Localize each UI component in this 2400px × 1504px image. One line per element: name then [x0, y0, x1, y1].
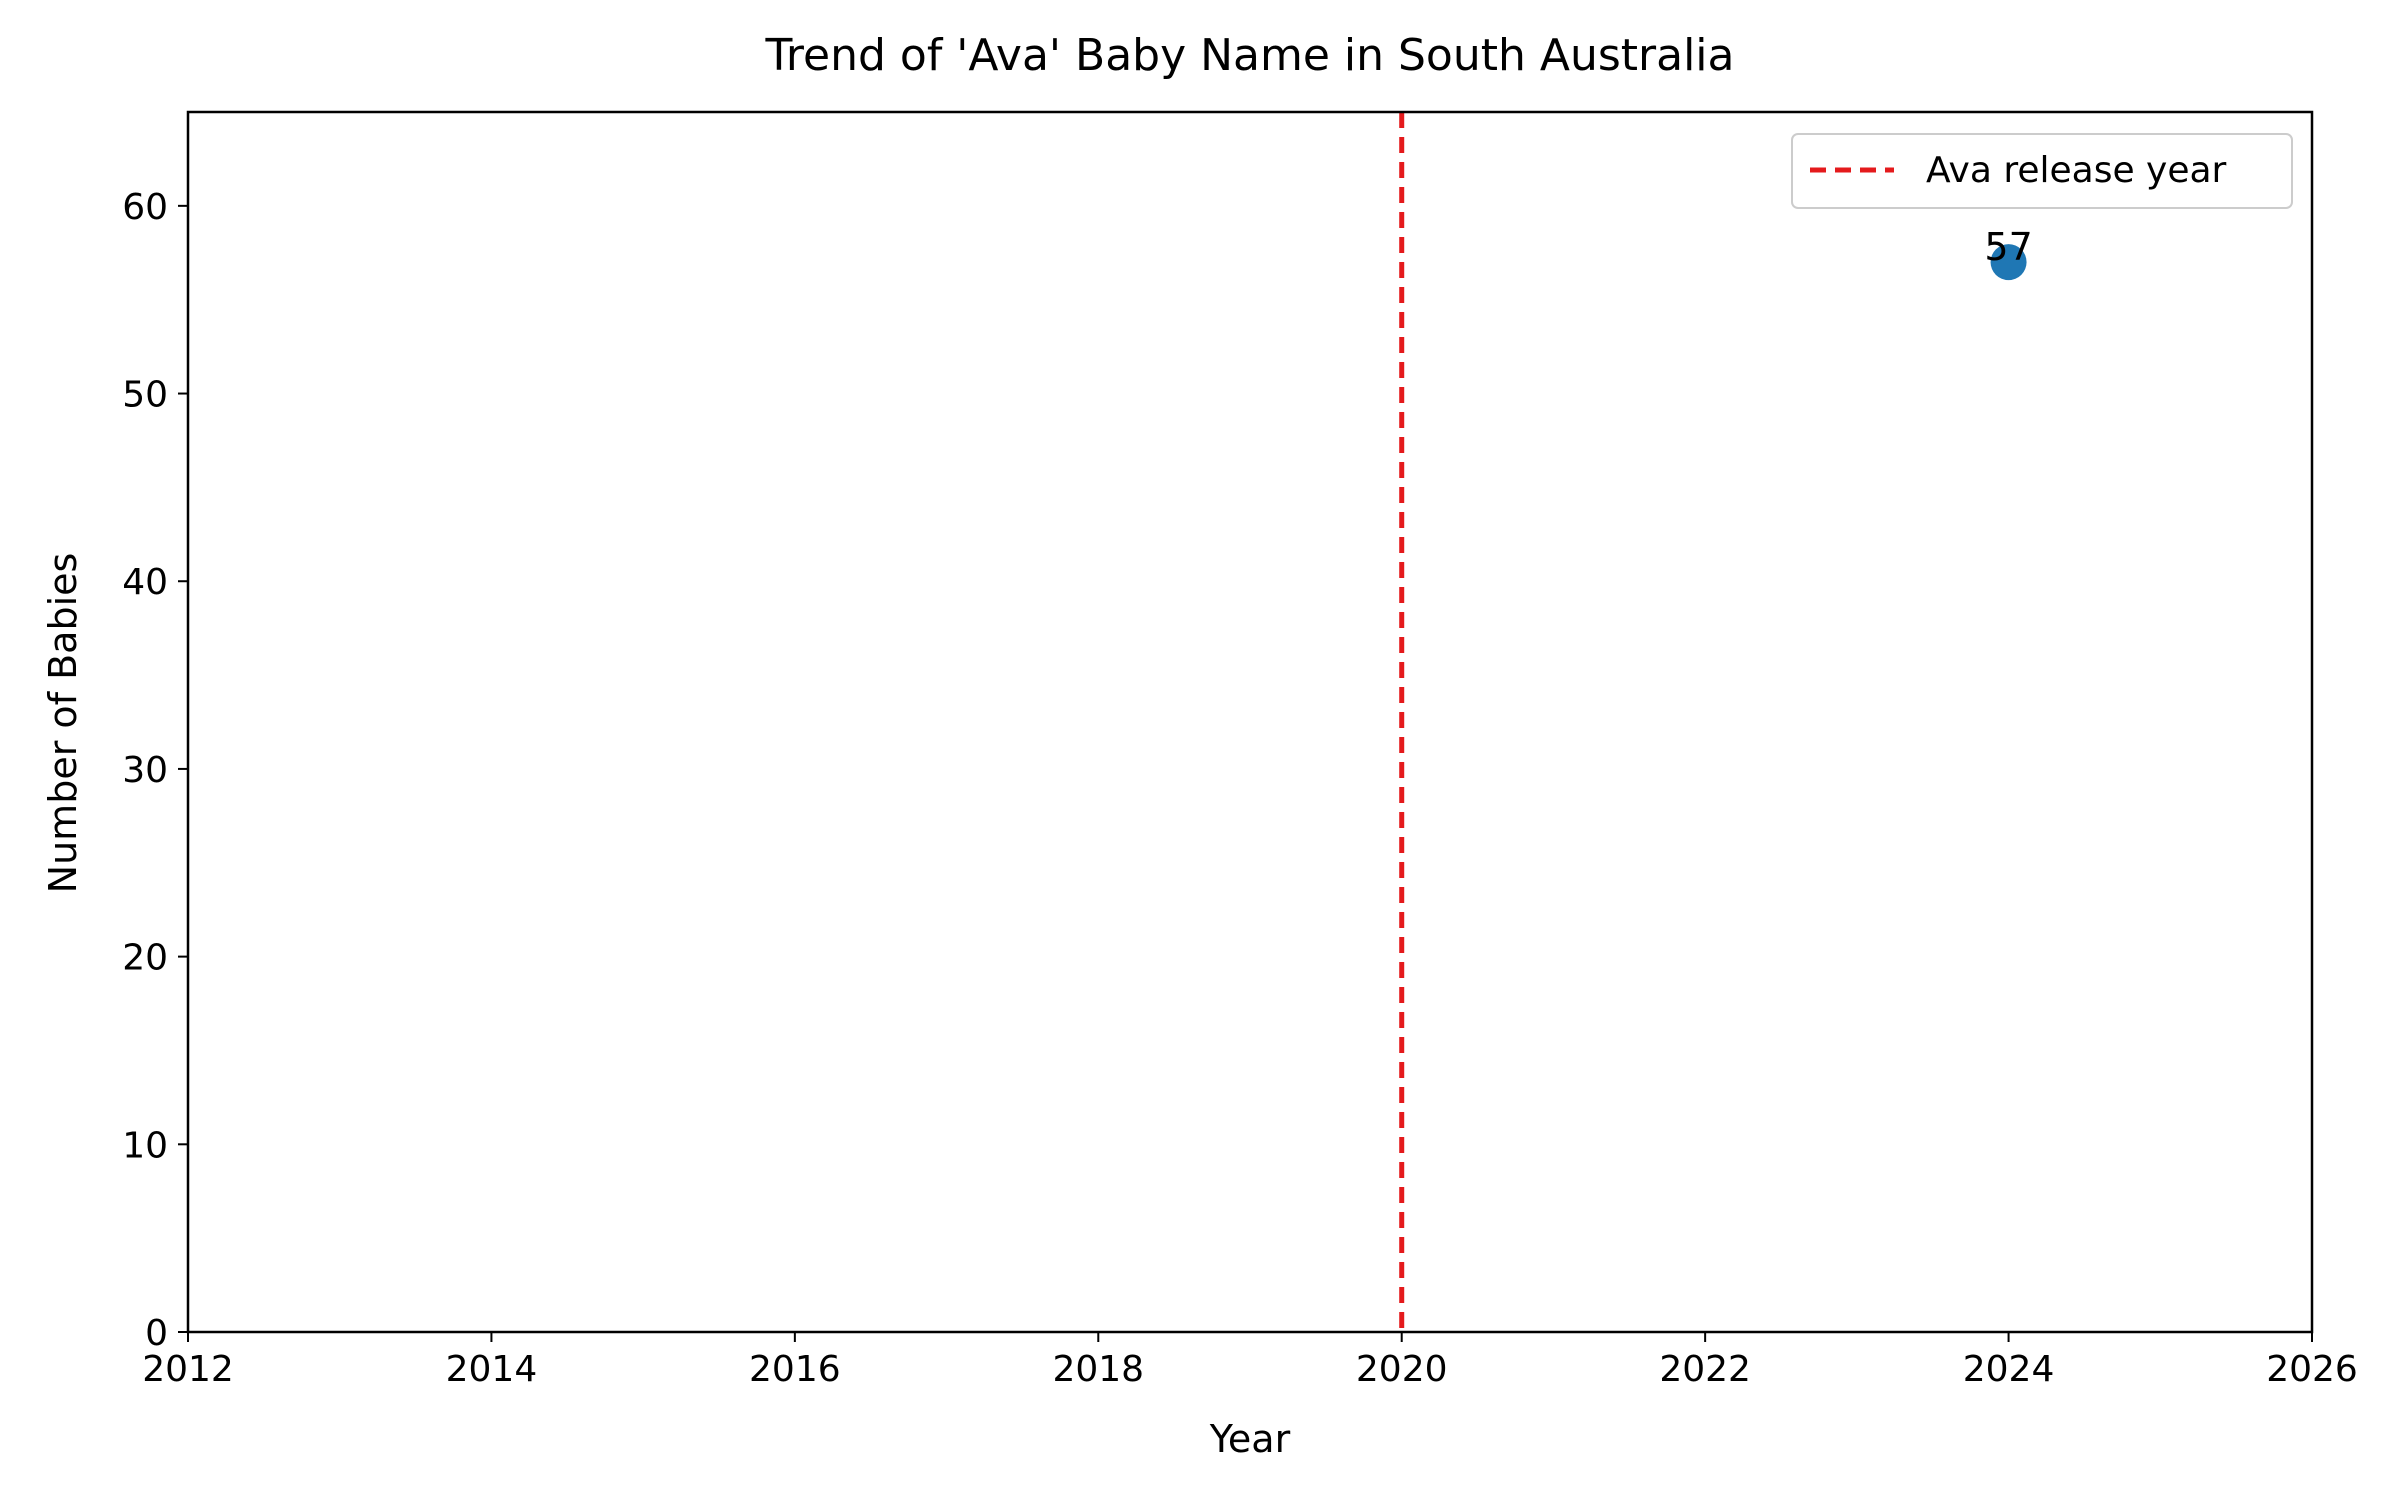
- legend: Ava release year: [1791, 133, 2293, 209]
- x-tick-label: 2016: [749, 1349, 841, 1390]
- x-tick-label: 2018: [1052, 1349, 1144, 1390]
- y-tick-label: 50: [122, 375, 168, 416]
- x-tick-label: 2020: [1356, 1349, 1448, 1390]
- y-axis-label: Number of Babies: [41, 553, 85, 894]
- x-tick-label: 2026: [2266, 1349, 2358, 1390]
- x-axis-label: Year: [1209, 1417, 1291, 1461]
- x-tick-label: 2024: [1963, 1349, 2055, 1390]
- y-tick-label: 10: [122, 1125, 168, 1166]
- y-tick-label: 20: [122, 938, 168, 979]
- plot-frame: [186, 110, 2314, 1334]
- data-points: 57: [1984, 225, 2033, 281]
- legend-box: [1791, 133, 2293, 209]
- y-tick-label: 40: [122, 562, 168, 603]
- y-tick-label: 0: [145, 1313, 168, 1354]
- y-tick-label: 30: [122, 750, 168, 791]
- data-point: [1990, 244, 2027, 281]
- data-point-label: 57: [1984, 225, 2032, 269]
- x-axis-ticks: 2012 2014 2016 2018 2020 2022 2024 2026: [142, 1332, 2358, 1390]
- x-tick-label: 2012: [142, 1349, 234, 1390]
- y-tick-label: 60: [122, 187, 168, 228]
- y-axis-ticks: 0 10 20 30 40 50 60: [122, 187, 188, 1354]
- legend-entry-label: Ava release year: [1926, 150, 2227, 191]
- chart-title: Trend of 'Ava' Baby Name in South Austra…: [765, 30, 1735, 81]
- x-tick-label: 2022: [1659, 1349, 1751, 1390]
- x-tick-label: 2014: [446, 1349, 538, 1390]
